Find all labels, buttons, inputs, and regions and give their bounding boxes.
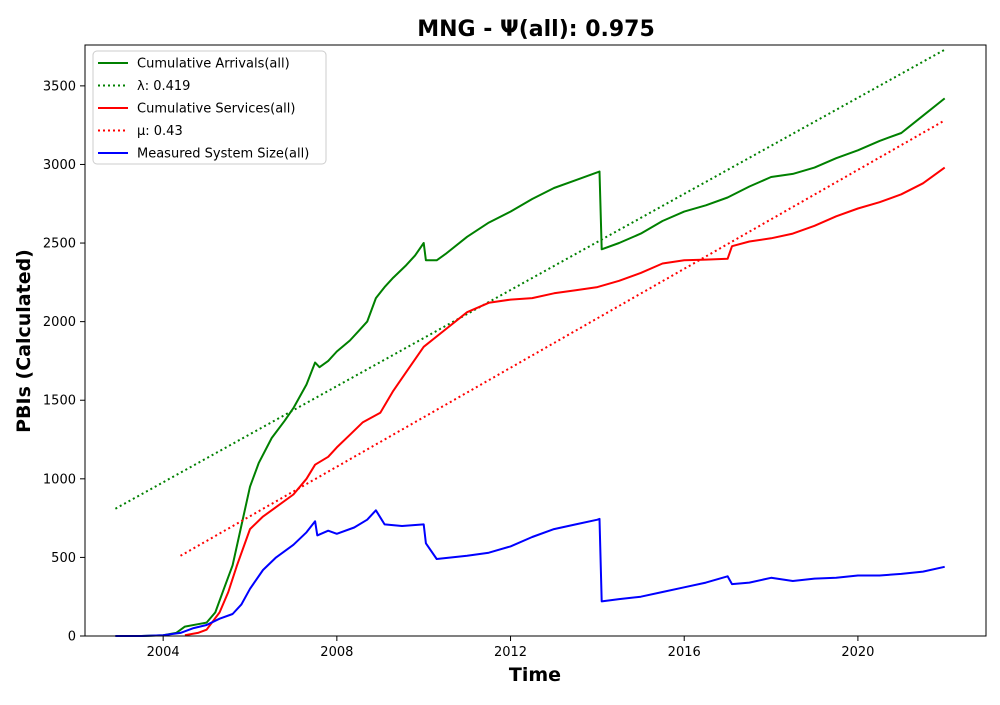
legend-label: λ: 0.419	[137, 79, 190, 94]
legend: Cumulative Arrivals(all) λ: 0.419 Cumulati…	[92, 50, 327, 165]
y-tick-label: 1500	[43, 394, 76, 409]
y-tick-label: 2500	[43, 237, 76, 252]
legend-box	[92, 50, 327, 165]
plot-frame	[84, 44, 987, 637]
legend-label: μ: 0.43	[137, 124, 183, 139]
y-tick-label: 3000	[43, 158, 76, 173]
legend-label: Measured System Size(all)	[137, 147, 309, 162]
y-tick-label: 0	[68, 630, 76, 645]
x-axis-label: Time	[509, 664, 561, 686]
y-axis-label: PBIs (Calculated)	[13, 249, 35, 433]
y-tick-label: 1000	[43, 472, 76, 487]
x-tick-label: 2016	[668, 645, 701, 660]
series-line-measured-system-size-all	[115, 509, 945, 637]
x-tick-label: 2012	[494, 645, 527, 660]
legend-label: Cumulative Services(all)	[137, 102, 295, 117]
series-layer	[114, 48, 946, 637]
x-axis: 2004 2008 2012 2016 2020	[147, 636, 874, 660]
series-line-0-43	[180, 119, 946, 557]
series-line-cumulative-services-all	[184, 166, 946, 637]
y-tick-label: 2000	[43, 315, 76, 330]
x-tick-label: 2004	[147, 645, 180, 660]
y-tick-label: 500	[51, 551, 76, 566]
series-line-cumulative-arrivals-all	[115, 97, 946, 637]
x-tick-label: 2008	[320, 645, 353, 660]
x-tick-label: 2020	[841, 645, 874, 660]
y-axis: 0 500 1000 1500 2000 2500 3000 3500	[43, 79, 85, 645]
y-tick-label: 3500	[43, 79, 76, 94]
chart-title: MNG - Ψ(all): 0.975	[417, 17, 655, 42]
legend-label: Cumulative Arrivals(all)	[137, 57, 290, 72]
